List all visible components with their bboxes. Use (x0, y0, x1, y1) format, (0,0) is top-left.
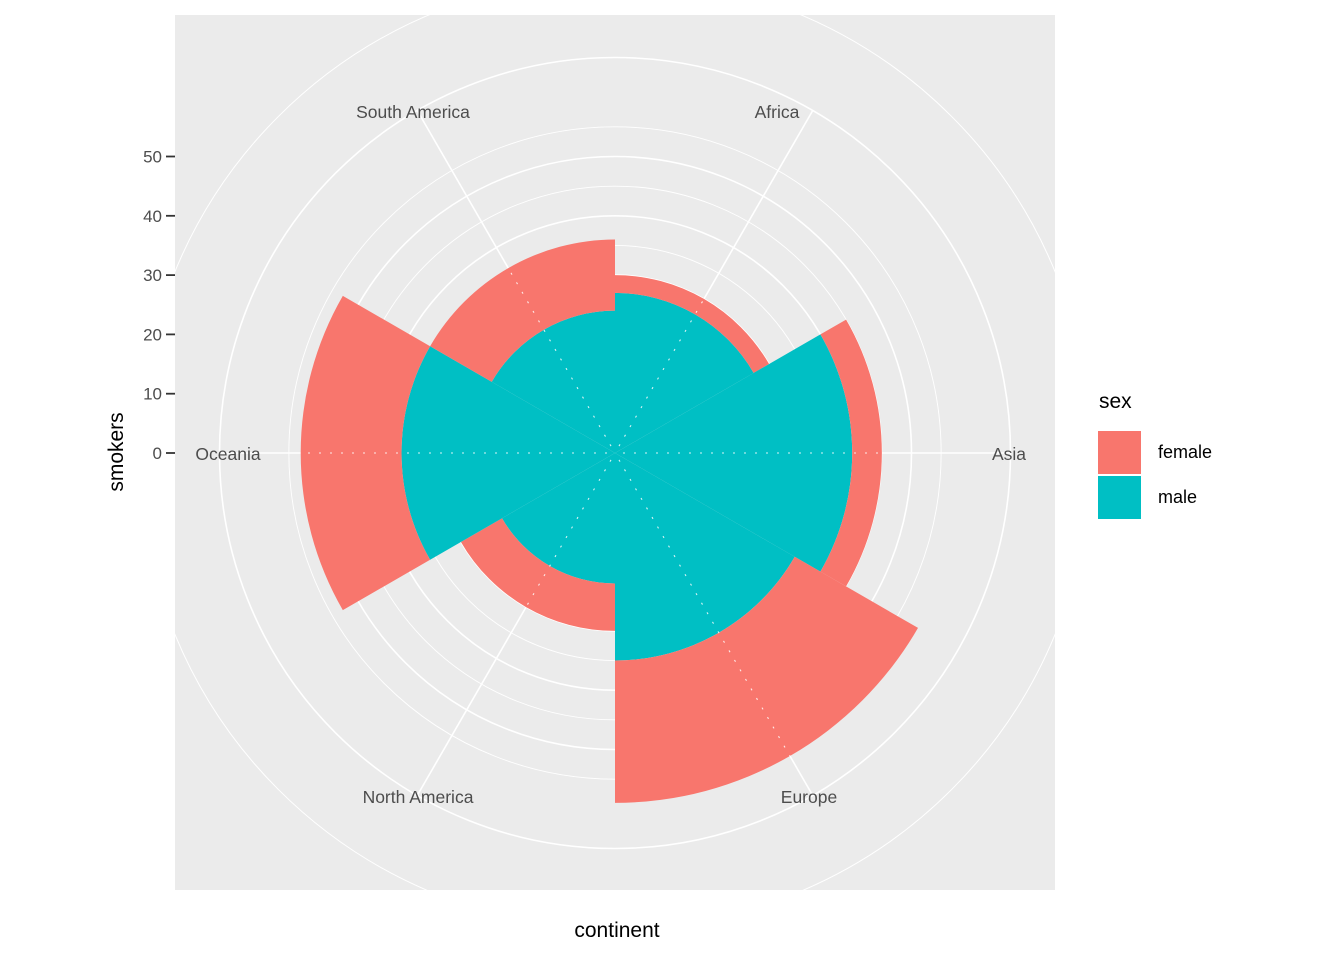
wedge-oceania-female (300, 295, 431, 611)
x-category-label-oceania: Oceania (195, 444, 260, 464)
legend-key-male-swatch (1098, 476, 1141, 519)
legend-title: sex (1099, 390, 1132, 413)
wedge-oceania-male (401, 346, 615, 560)
y-tick-label: 40 (143, 207, 162, 226)
x-category-label-north-america: North America (363, 787, 474, 807)
legend-item-female: female (1098, 431, 1212, 474)
legend-key-female-swatch (1098, 431, 1141, 474)
wedge-south-america-male (491, 310, 615, 453)
y-tick-label: 20 (143, 325, 162, 344)
y-tick-label: 0 (153, 444, 162, 463)
y-tick-label: 30 (143, 266, 162, 285)
wedge-europe-male (615, 453, 795, 661)
wedge-africa-male (615, 292, 754, 453)
wedge-south-america-female (430, 239, 615, 382)
x-category-label-south-america: South America (356, 102, 470, 122)
x-axis-title: continent (574, 919, 660, 942)
y-tick-label: 10 (143, 385, 162, 404)
x-category-label-europe: Europe (781, 787, 837, 807)
legend-label-female: female (1158, 442, 1213, 462)
y-tick-label: 50 (143, 148, 162, 167)
wedge-africa-female (615, 275, 770, 373)
x-category-label-africa: Africa (755, 102, 800, 122)
wedge-europe-female (615, 556, 918, 803)
x-category-label-asia: Asia (992, 444, 1026, 464)
wedge-north-america-male (502, 453, 615, 584)
wedge-asia-female (820, 319, 882, 587)
grid-circle-outer (138, 0, 1092, 930)
y-axis-title: smokers (105, 412, 128, 492)
legend-item-male: male (1098, 476, 1212, 519)
legend-label-male: male (1158, 487, 1198, 507)
wedge-north-america-female (460, 518, 615, 631)
legend: sex female male (1098, 390, 1212, 521)
